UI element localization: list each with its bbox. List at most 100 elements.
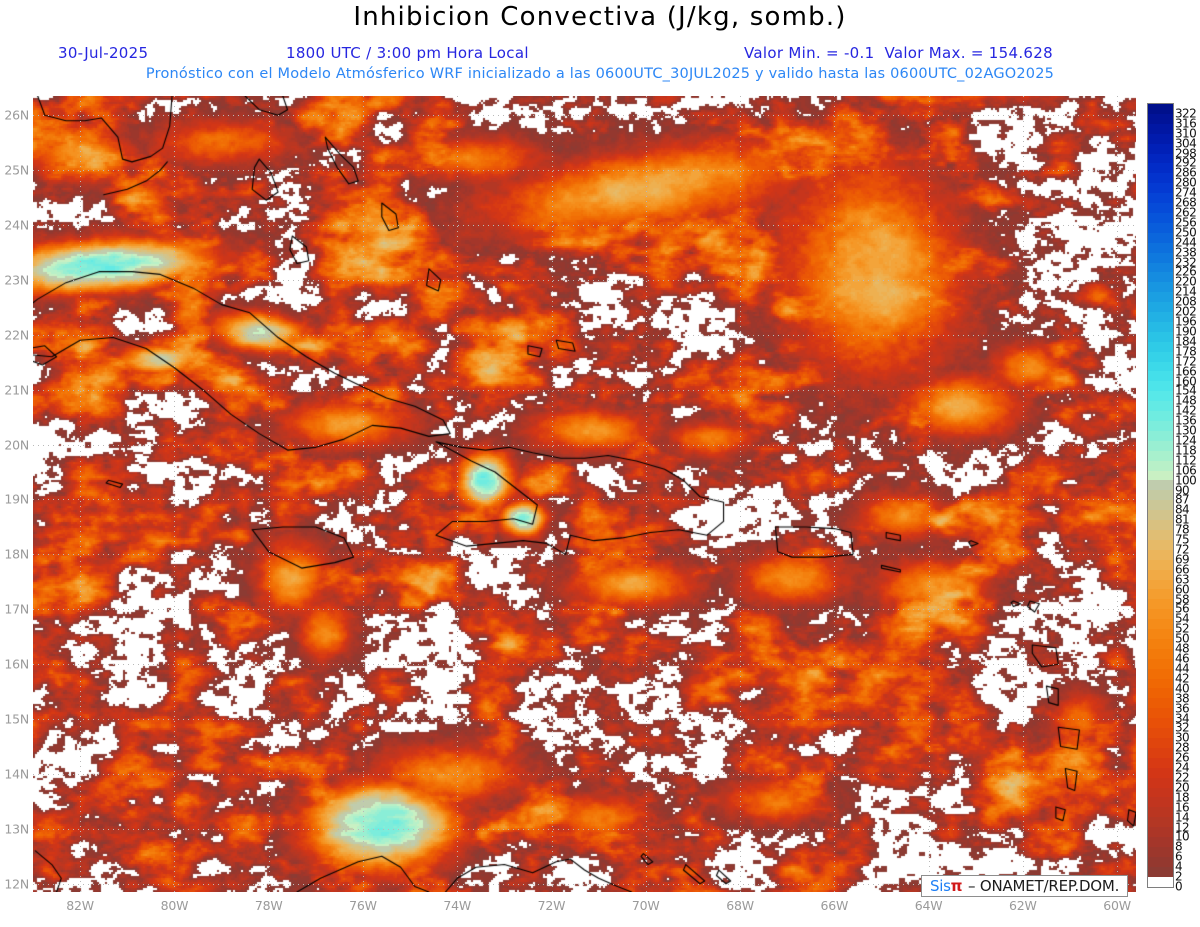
colorbar-tick: 84 <box>1175 502 1190 517</box>
colorbar-tick: 292 <box>1175 155 1197 170</box>
colorbar-tick: 56 <box>1175 601 1190 616</box>
y-tick-label: 22N <box>4 327 29 343</box>
colorbar-swatch <box>1148 460 1173 471</box>
colorbar-tick: 10 <box>1175 829 1190 844</box>
y-tick-label: 19N <box>4 491 29 507</box>
colorbar-tick: 256 <box>1175 215 1197 230</box>
colorbar-swatch <box>1148 361 1173 372</box>
x-tick-label: 64W <box>914 898 943 913</box>
x-tick-label: 66W <box>820 898 849 913</box>
colorbar-swatches <box>1147 103 1174 888</box>
colorbar-swatch <box>1148 262 1173 273</box>
colorbar-swatch <box>1148 272 1173 283</box>
y-tick-label: 12N <box>4 876 29 892</box>
map-plot-area[interactable] <box>33 96 1136 892</box>
x-tick-label: 72W <box>537 898 566 913</box>
colorbar-swatch <box>1148 539 1173 550</box>
colorbar-tick: 274 <box>1175 185 1197 200</box>
colorbar-swatch <box>1148 549 1173 560</box>
value-max-label: Valor Max. = 154.628 <box>884 44 1053 62</box>
colorbar-tick: 190 <box>1175 324 1197 339</box>
x-tick-label: 70W <box>631 898 660 913</box>
colorbar-tick: 46 <box>1175 651 1190 666</box>
x-tick-label: 80W <box>160 898 189 913</box>
colorbar-swatch <box>1148 767 1173 778</box>
colorbar-swatch <box>1148 371 1173 382</box>
colorbar-swatch <box>1148 510 1173 521</box>
model-subtitle: Pronóstico con el Modelo Atmósferico WRF… <box>145 66 1055 82</box>
x-tick-label: 76W <box>349 898 377 913</box>
colorbar-tick: 75 <box>1175 532 1190 547</box>
y-tick-label: 20N <box>4 437 29 453</box>
colorbar-tick: 322 <box>1175 106 1197 121</box>
colorbar-tick: 24 <box>1175 760 1190 775</box>
colorbar <box>1147 103 1174 888</box>
colorbar-tick: 6 <box>1175 849 1183 864</box>
colorbar-tick: 244 <box>1175 235 1197 250</box>
y-tick-label: 14N <box>4 766 29 782</box>
colorbar-tick: 72 <box>1175 542 1190 557</box>
colorbar-tick: 208 <box>1175 294 1197 309</box>
colorbar-swatch <box>1148 252 1173 263</box>
agency-logo: Sis π – ONAMET/REP.DOM. <box>921 875 1129 897</box>
colorbar-tick: 54 <box>1175 611 1190 626</box>
colorbar-tick: 238 <box>1175 245 1197 260</box>
colorbar-swatch <box>1148 579 1173 590</box>
colorbar-swatch <box>1148 282 1173 293</box>
y-tick-label: 21N <box>4 382 29 398</box>
colorbar-swatch <box>1148 658 1173 669</box>
colorbar-tick: 268 <box>1175 195 1197 210</box>
colorbar-tick: 304 <box>1175 136 1197 151</box>
colorbar-swatch <box>1148 866 1173 877</box>
y-axis-labels: 12N 13N 14N 15N 16N 17N 18N 19N 20N 21N 22N 23N 24N 2… <box>0 96 31 892</box>
logo-pi-icon: π <box>950 877 963 895</box>
colorbar-swatch <box>1148 163 1173 174</box>
colorbar-tick: 130 <box>1175 423 1197 438</box>
colorbar-swatch <box>1148 490 1173 501</box>
colorbar-swatch <box>1148 480 1173 491</box>
colorbar-swatch <box>1148 113 1173 124</box>
colorbar-swatch <box>1148 678 1173 689</box>
colorbar-tick: 178 <box>1175 344 1197 359</box>
colorbar-tick: 50 <box>1175 631 1190 646</box>
colorbar-tick: 60 <box>1175 582 1190 597</box>
colorbar-swatch <box>1148 232 1173 243</box>
colorbar-swatch <box>1148 430 1173 441</box>
colorbar-tick: 112 <box>1175 453 1197 468</box>
colorbar-tick: 30 <box>1175 730 1190 745</box>
colorbar-swatch <box>1148 331 1173 342</box>
colorbar-tick: 316 <box>1175 116 1197 131</box>
header-meta-row: 30-Jul-2025 1800 UTC / 3:00 pm Hora Loca… <box>0 44 1200 64</box>
colorbar-swatch <box>1148 381 1173 392</box>
y-tick-label: 24N <box>4 217 29 233</box>
colorbar-tick: 28 <box>1175 740 1190 755</box>
colorbar-swatch <box>1148 846 1173 857</box>
colorbar-swatch <box>1148 728 1173 738</box>
colorbar-swatch <box>1148 738 1173 748</box>
colorbar-tick: 202 <box>1175 304 1197 319</box>
colorbar-tick: 280 <box>1175 175 1197 190</box>
colorbar-swatch <box>1148 341 1173 352</box>
colorbar-tick: 90 <box>1175 483 1190 498</box>
colorbar-tick: 36 <box>1175 701 1190 716</box>
colorbar-swatch <box>1148 123 1173 134</box>
colorbar-tick: 58 <box>1175 592 1190 607</box>
colorbar-swatch <box>1148 470 1173 481</box>
colorbar-tick: 160 <box>1175 374 1197 389</box>
colorbar-swatch <box>1148 421 1173 431</box>
colorbar-swatch <box>1148 569 1173 580</box>
colorbar-swatch <box>1148 193 1173 204</box>
colorbar-tick: 118 <box>1175 443 1197 458</box>
colorbar-tick: 154 <box>1175 383 1197 398</box>
colorbar-tick: 2 <box>1175 869 1183 884</box>
colorbar-tick: 4 <box>1175 859 1183 874</box>
colorbar-swatch <box>1148 698 1173 709</box>
colorbar-tick: 124 <box>1175 433 1197 448</box>
colorbar-tick: 52 <box>1175 621 1190 636</box>
colorbar-tick: 20 <box>1175 780 1190 795</box>
colorbar-tick: 22 <box>1175 770 1190 785</box>
logo-sis-text: Sis <box>930 877 951 895</box>
colorbar-swatch <box>1148 391 1173 402</box>
colorbar-tick: 214 <box>1175 284 1197 299</box>
colorbar-tick: 262 <box>1175 205 1197 220</box>
